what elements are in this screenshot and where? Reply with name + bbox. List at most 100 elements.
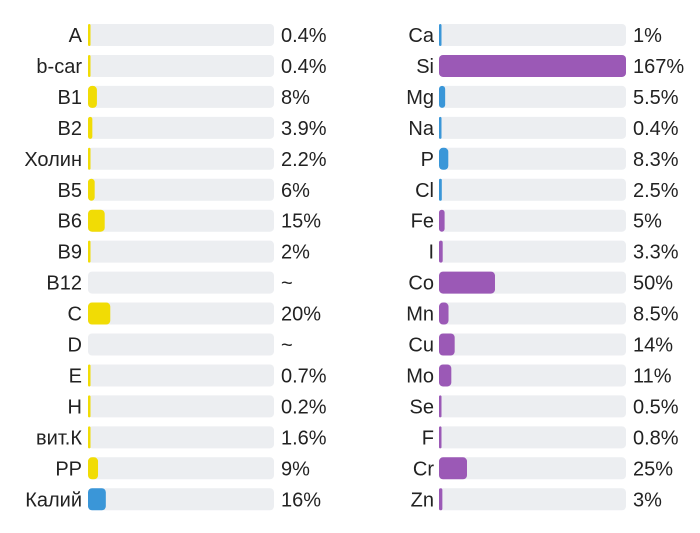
vitamins-value-5: 6% xyxy=(281,180,310,202)
vitamins-track-3 xyxy=(88,116,274,139)
vitamins-bar-6 xyxy=(88,209,105,232)
vitamins-label-0: A xyxy=(69,25,83,47)
vitamins-track-9 xyxy=(88,302,274,325)
minerals-bar-2 xyxy=(439,85,446,108)
minerals-label-10: Cu xyxy=(408,335,434,357)
vitamins-track-15 xyxy=(88,488,274,511)
vitamins-label-5: B5 xyxy=(58,180,82,202)
vitamins-label-14: PP xyxy=(55,458,82,480)
vitamins-label-9: C xyxy=(68,304,82,326)
vitamins-bar-12 xyxy=(88,395,91,418)
minerals-bar-9 xyxy=(439,302,449,325)
minerals-label-7: I xyxy=(428,242,434,264)
vitamins-label-13: вит.К xyxy=(36,427,82,449)
minerals-value-12: 0.5% xyxy=(633,396,679,418)
vitamins-track-2 xyxy=(88,85,274,108)
vitamins-value-11: 0.7% xyxy=(281,365,327,387)
minerals-label-12: Se xyxy=(410,396,434,418)
minerals-track-9 xyxy=(439,302,626,325)
minerals-label-6: Fe xyxy=(411,211,434,233)
minerals-bar-11 xyxy=(439,364,452,387)
vitamins-track-12 xyxy=(88,395,274,418)
minerals-bar-0 xyxy=(439,24,442,46)
vitamins-bar-3 xyxy=(88,116,93,139)
minerals-value-11: 11% xyxy=(633,365,672,387)
vitamins-track-10 xyxy=(88,333,274,356)
minerals-bar-15 xyxy=(439,488,443,511)
vitamins-track-0 xyxy=(88,24,274,46)
minerals-track-2 xyxy=(439,85,626,108)
minerals-track-7 xyxy=(439,240,626,263)
vitamins-bar-4 xyxy=(88,147,91,170)
vitamins-value-12: 0.2% xyxy=(281,396,327,418)
minerals-value-4: 8.3% xyxy=(633,149,679,171)
vitamins-bar-1 xyxy=(88,54,91,77)
vitamins-label-4: Холин xyxy=(24,149,82,171)
minerals-bar-13 xyxy=(439,426,442,449)
minerals-bar-10 xyxy=(439,333,455,356)
minerals-bar-7 xyxy=(439,240,443,263)
minerals-label-13: F xyxy=(422,427,434,449)
vitamins-value-10: ~ xyxy=(281,335,293,357)
vitamins-label-8: B12 xyxy=(46,273,82,295)
minerals-track-10 xyxy=(439,333,626,356)
vitamins-bar-11 xyxy=(88,364,91,387)
vitamins-label-12: H xyxy=(68,396,82,418)
vitamins-bar-0 xyxy=(88,24,91,46)
vitamins-track-8 xyxy=(88,271,274,294)
vitamins-track-4 xyxy=(88,147,274,170)
vitamins-value-6: 15% xyxy=(281,211,321,233)
minerals-value-3: 0.4% xyxy=(633,118,679,140)
vitamins-label-6: B6 xyxy=(58,211,82,233)
vitamins-value-1: 0.4% xyxy=(281,56,327,78)
minerals-value-8: 50% xyxy=(633,273,673,295)
vitamins-value-0: 0.4% xyxy=(281,25,327,47)
vitamins-track-14 xyxy=(88,457,274,480)
minerals-value-13: 0.8% xyxy=(633,427,679,449)
vitamins-bar-7 xyxy=(88,240,91,263)
minerals-value-9: 8.5% xyxy=(633,304,679,326)
vitamins-bar-14 xyxy=(88,457,99,480)
vitamins-track-13 xyxy=(88,426,274,449)
vitamins-value-2: 8% xyxy=(281,87,310,109)
vitamins-track-11 xyxy=(88,364,274,387)
minerals-value-7: 3.3% xyxy=(633,242,679,264)
minerals-track-14 xyxy=(439,457,626,480)
vitamins-track-5 xyxy=(88,178,274,201)
minerals-value-6: 5% xyxy=(633,211,662,233)
minerals-bar-3 xyxy=(439,116,442,139)
minerals-bar-6 xyxy=(439,209,445,232)
minerals-label-5: Cl xyxy=(415,180,434,202)
vitamins-value-14: 9% xyxy=(281,458,310,480)
minerals-track-4 xyxy=(439,147,626,170)
vitamins-panel: A 0.4% b-car 0.4% B1 8% B2 3.9% Холин 2.2% B5 6% B6 1… xyxy=(24,24,327,511)
minerals-value-14: 25% xyxy=(633,458,673,480)
minerals-label-4: P xyxy=(421,149,434,171)
minerals-value-0: 1% xyxy=(633,25,662,47)
minerals-value-1: 167% xyxy=(633,56,684,78)
vitamins-bar-13 xyxy=(88,426,91,449)
vitamins-value-15: 16% xyxy=(281,489,321,511)
vitamins-value-13: 1.6% xyxy=(281,427,327,449)
minerals-bar-14 xyxy=(439,457,467,480)
minerals-track-11 xyxy=(439,364,626,387)
vitamins-value-4: 2.2% xyxy=(281,149,327,171)
minerals-track-15 xyxy=(439,488,626,511)
minerals-bar-5 xyxy=(439,178,442,201)
minerals-value-2: 5.5% xyxy=(633,87,679,109)
minerals-label-1: Si xyxy=(416,56,434,78)
minerals-bar-8 xyxy=(439,271,495,294)
vitamins-label-10: D xyxy=(68,335,82,357)
minerals-track-13 xyxy=(439,426,626,449)
vitamins-track-7 xyxy=(88,240,274,263)
vitamins-label-15: Калий xyxy=(25,489,82,511)
minerals-label-9: Mn xyxy=(406,304,434,326)
vitamins-bar-2 xyxy=(88,85,97,108)
vitamins-label-3: B2 xyxy=(58,118,82,140)
minerals-bar-4 xyxy=(439,147,449,170)
vitamins-label-7: B9 xyxy=(58,242,82,264)
minerals-track-5 xyxy=(439,178,626,201)
vitamins-value-7: 2% xyxy=(281,242,310,264)
minerals-label-14: Cr xyxy=(413,458,434,480)
